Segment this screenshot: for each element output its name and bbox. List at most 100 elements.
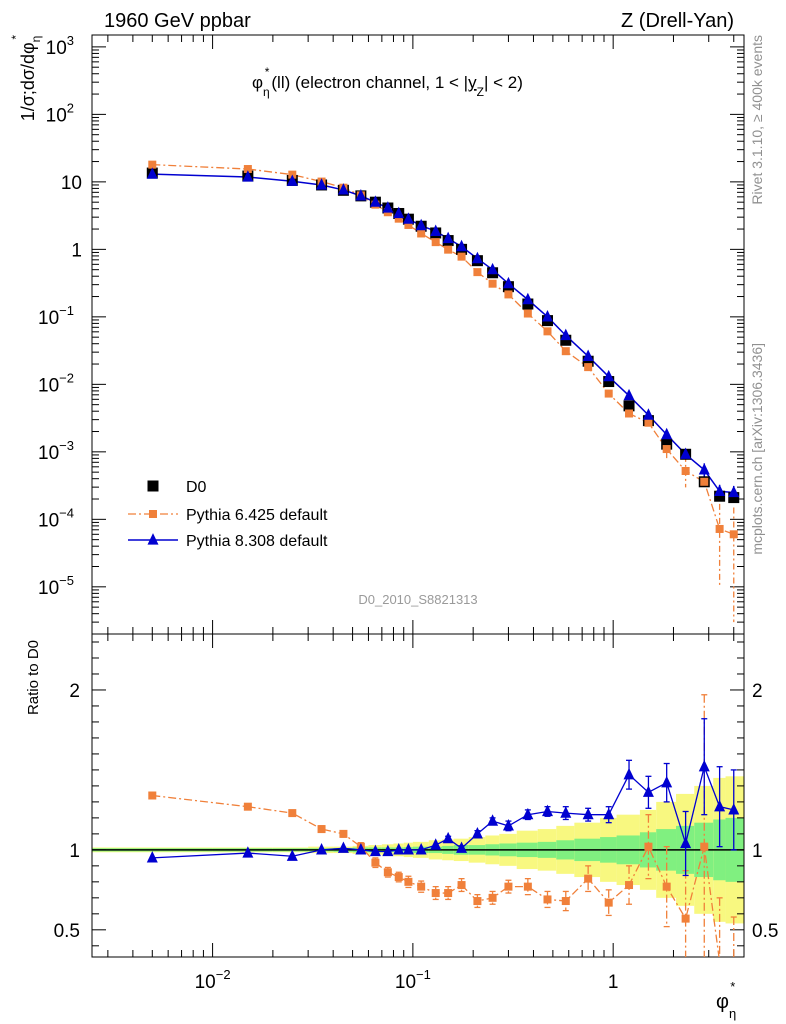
legend: D0 Pythia 6.425 default Pythia 8.308 defau… [128,479,328,550]
pythia6-ratio-marker [543,895,552,904]
legend-marker-pythia6 [149,510,157,518]
y-tick-exponent: −4 [59,505,74,520]
pythia6-ratio-marker [681,914,690,923]
header-left: 1960 GeV ppbar [104,10,251,32]
pythia6-line [152,163,734,535]
pythia8-ratio-marker [661,775,673,788]
pythia8-marker [698,463,710,475]
pythia8-marker [487,262,499,275]
y-tick-mantissa: 1 [71,240,82,261]
pythia6-ratio-marker [604,898,613,907]
mcplots-label: mcplots.cern.ch [arXiv:1306.3436] [749,343,765,555]
y-tick-label: 1 [71,240,82,261]
title-y: y [468,73,477,92]
pythia8-ratio-marker [582,807,594,820]
axis-ticks [92,35,744,957]
x-tick-exponent: −1 [416,967,431,982]
y-tick-exponent: 2 [67,100,74,115]
pythia8-marker [603,369,615,382]
pythia8-marker [522,292,534,305]
pythia8-marker [369,195,381,207]
legend-label: Pythia 6.425 default [186,507,328,524]
ratio-tick-label-left: 1 [69,841,80,862]
pythia8-marker [442,231,454,244]
pythia6-ratio-marker [625,881,634,890]
pythia6-marker [457,252,466,261]
pythia6-ratio-marker [644,842,653,851]
pythia8-ratio-marker [522,807,534,820]
pythia8-ratio-marker [728,803,740,815]
pythia6-ratio-marker [473,897,482,906]
pythia6-marker [604,389,613,398]
pythia8-marker [146,167,158,179]
pythia8-ratio-marker [393,843,405,855]
pythia8-ratio-marker [286,849,298,861]
legend-marker-pythia8 [147,533,159,545]
pythia8-ratio-marker [714,799,726,812]
x-tick-label: 1 [608,972,619,993]
pythia6-marker [729,530,738,539]
plot-frames [91,34,745,958]
ratio-tick-label-right: 1 [752,841,763,862]
pythia8-ratio-marker [430,838,442,850]
y-tick-mantissa: 10 [38,308,59,329]
title-rest-2: | < 2) [484,73,523,92]
pythia8-marker [623,388,635,401]
pythia8-ratio-marker [415,843,427,855]
pythia6-ratio-marker [716,958,724,966]
x-tick-exponent: −2 [216,967,231,982]
pythia8-marker [541,310,553,322]
pythia6-marker [243,165,252,174]
pythia6-marker [444,245,453,254]
pythia8-ratio-marker [355,843,367,855]
pythia8-ratio-marker [316,843,328,855]
pythia6-marker [488,279,497,288]
pythia6-ratio-marker [371,858,380,867]
y-tick-exponent: 3 [67,33,74,48]
y-tick-label: 10−2 [38,370,74,396]
pythia6-ratio-marker [317,825,326,834]
header-right: Z (Drell-Yan) [621,10,734,32]
watermark: D0_2010_S8821313 [358,592,477,607]
pythia6-ratio-marker [700,842,709,851]
x-tick-label: 10−2 [195,967,231,993]
pythia6-marker [625,409,634,418]
pythia6-ratio-marker [457,881,466,890]
pythia6-marker [431,238,440,247]
pythia6-ratio-marker [561,897,570,906]
y-tick-mantissa: 10 [46,105,67,126]
pythia8-marker [456,239,468,252]
ratio-tick-label-right: 2 [752,681,763,702]
pythia6-marker [662,445,671,454]
pythia6-ratio-marker [523,882,532,891]
y-tick-exponent: −2 [59,370,74,385]
pythia6-ratio-marker [504,882,513,891]
y-tick-label: 10−5 [38,573,74,599]
d0-marker [603,376,615,388]
pythia6-marker [523,309,532,318]
ratio-series-group [146,694,740,966]
pythia6-ratio-marker [431,889,440,898]
pythia6-marker [504,290,513,299]
y-tick-mantissa: 10 [38,443,59,464]
pythia8-marker [502,276,514,289]
d0-marker [728,492,740,504]
pythia6-marker [561,347,570,356]
y-tick-mantissa: 10 [38,510,59,531]
d0-marker [623,400,635,412]
pythia8-marker [402,212,414,224]
pythia8-marker [355,189,367,201]
pythia8-ratio-marker [560,806,572,818]
title-phi-sup: * [265,65,270,79]
pythia8-ratio-marker [471,827,483,839]
pythia6-marker [644,418,653,427]
x-label-phi: φ [716,991,729,1013]
title-phi: φ [252,73,263,92]
pythia6-marker [584,363,593,372]
y-axis-label-main: 1/σ;dσ/dφη * [9,35,43,122]
axis-labels: 10−2 10−1 110−510−410−310−210−11101021030.… [38,33,778,993]
pythia8-marker [471,251,483,264]
ratio-plot-frame [91,633,745,958]
pythia8-ratio-marker [623,767,635,780]
y-tick-label: 10−3 [38,438,74,464]
